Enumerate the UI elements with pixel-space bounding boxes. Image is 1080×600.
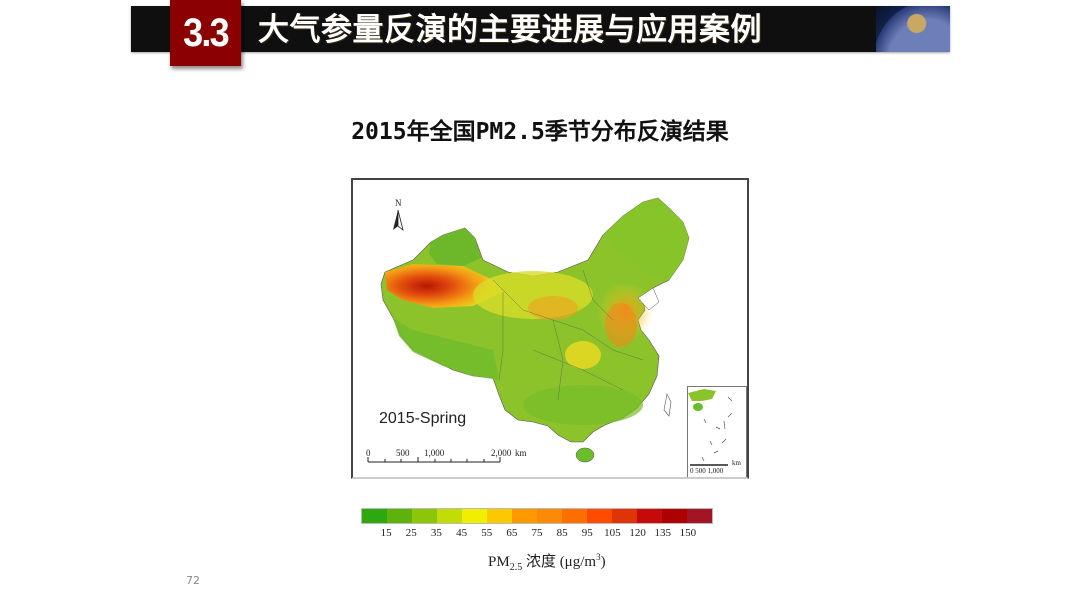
legend-tick-label: 15 [380, 527, 392, 539]
scale-unit: km [515, 448, 527, 458]
legend-tick-label: 45 [456, 527, 468, 539]
scale-bar [367, 457, 501, 463]
legend-swatch [512, 509, 537, 523]
legend-swatch [387, 509, 412, 523]
legend-tick-label: 95 [581, 527, 593, 539]
legend-swatch [637, 509, 662, 523]
legend-tick-label: 105 [604, 527, 621, 539]
legend-tick-label: 120 [629, 527, 646, 539]
north-label: N [395, 198, 402, 208]
legend-tick-label: 75 [531, 527, 543, 539]
south-china-sea-inset: km 0 500 1,000 [687, 386, 747, 477]
inset-scale-unit: km [732, 459, 741, 467]
legend-swatch [437, 509, 462, 523]
scale-label: 0 [366, 448, 371, 458]
legend-swatch [687, 509, 712, 523]
legend-title: PM2.5 浓度 (μg/m3) [488, 550, 606, 573]
legend-tick-label: 55 [481, 527, 493, 539]
title-bar [131, 6, 950, 52]
legend-tick-label: 85 [556, 527, 568, 539]
legend-swatch [487, 509, 512, 523]
scale-label: 1,000 [424, 448, 445, 458]
legend-title-sup: 3 [596, 552, 601, 562]
north-arrow-icon [393, 209, 404, 232]
page-number: 72 [186, 574, 200, 587]
section-number-badge: 3.3 [169, 0, 242, 66]
legend-tick-label: 35 [430, 527, 442, 539]
legend-tick-label: 135 [654, 527, 671, 539]
scale-label: 2,000 [491, 448, 512, 458]
inset-map-graphic [688, 389, 733, 466]
china-map-graphic [367, 197, 690, 463]
pm25-map: N 2015-Spring 0 500 1,000 2,000 km km 0 … [351, 178, 749, 479]
legend-color-bar [361, 508, 713, 524]
scale-label: 500 [396, 448, 410, 458]
slide-heading: 2015年全国PM2.5季节分布反演结果 [351, 119, 729, 145]
inset-scale-labels: 0 500 1,000 [690, 467, 724, 475]
legend-title-suffix: ) [600, 554, 606, 570]
legend-title-cn: 浓度 (μg/m [522, 554, 597, 570]
space-planet-image [876, 6, 950, 52]
legend-swatch [662, 509, 687, 523]
legend-tick-label: 150 [679, 527, 697, 539]
legend-swatch [412, 509, 437, 523]
season-label: 2015-Spring [379, 410, 467, 427]
legend-swatch [612, 509, 637, 523]
legend-swatch [587, 509, 612, 523]
legend-title-prefix: PM [488, 554, 510, 570]
legend-ticks: 15 25 35 45 55 65 75 85 95 105 120 135 150 [361, 524, 713, 540]
legend-swatch [362, 509, 387, 523]
legend-swatch [562, 509, 587, 523]
legend-title-sub: 2.5 [509, 562, 523, 573]
legend-tick-label: 65 [506, 527, 518, 539]
legend-swatch [537, 509, 562, 523]
legend-tick-label: 25 [405, 527, 417, 539]
legend-swatch [462, 509, 487, 523]
slide-title: 大气参量反演的主要进展与应用案例 [258, 12, 762, 48]
color-legend: 15 25 35 45 55 65 75 85 95 105 120 135 150 [361, 508, 713, 540]
